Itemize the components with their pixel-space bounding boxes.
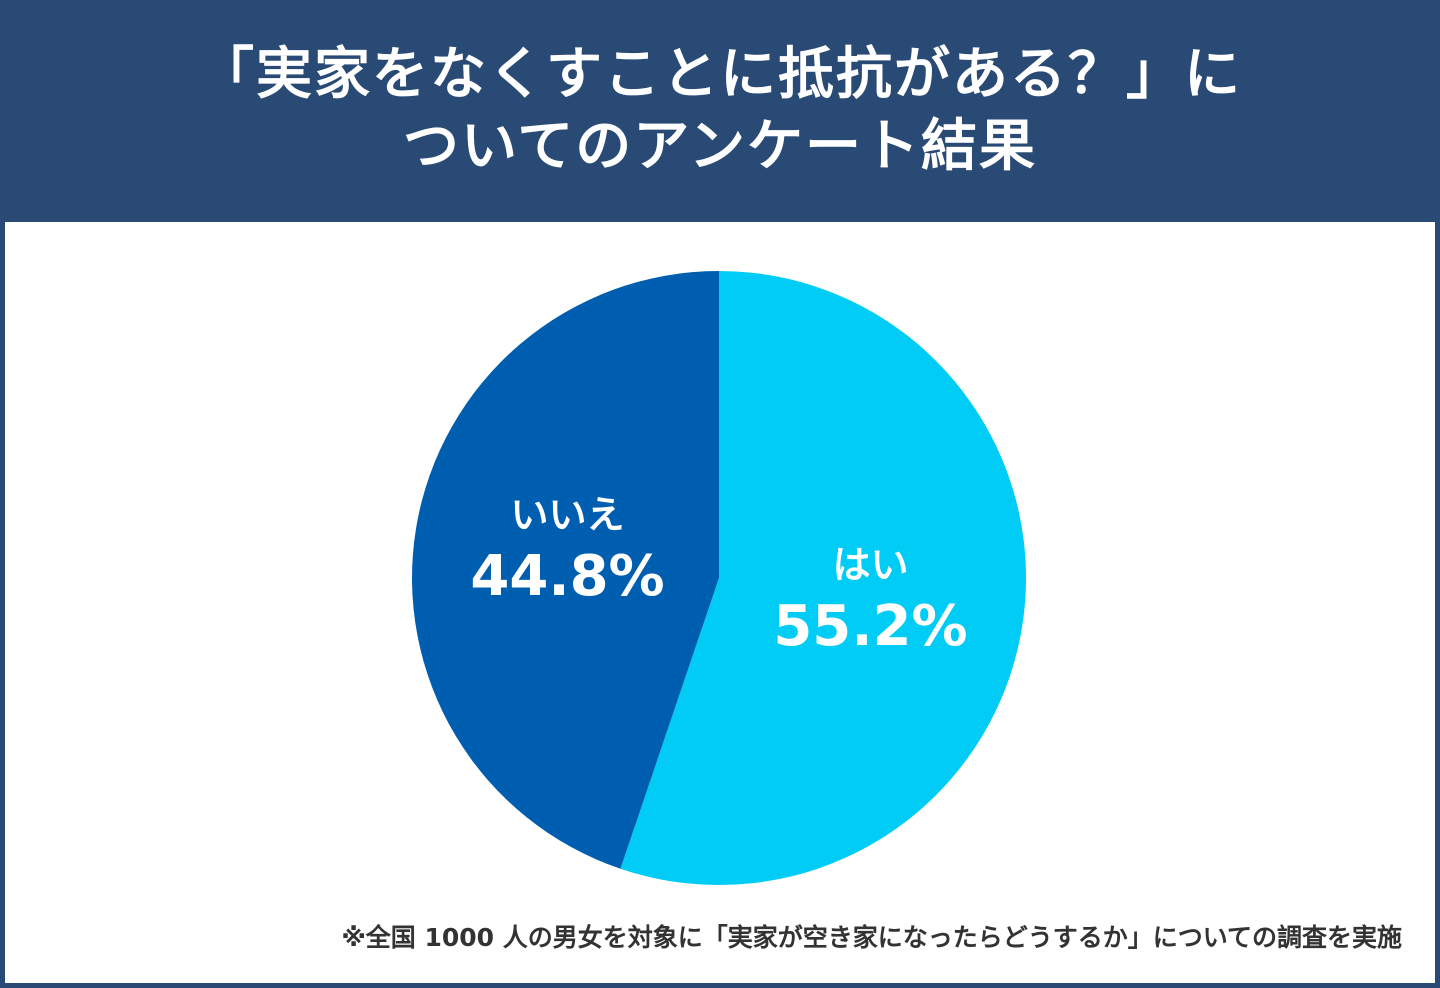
slice-label: いいえ — [511, 493, 625, 537]
pie-slice-yes — [620, 271, 1027, 885]
slice-label: はい — [832, 543, 908, 587]
header: 「実家をなくすことに抵抗がある？」に ついてのアンケート結果 — [0, 0, 1440, 222]
title-line-1: 「実家をなくすことに抵抗がある？」に — [198, 42, 1242, 107]
slice-value-label: 44.8% — [470, 544, 664, 609]
pie-slice-no — [412, 271, 719, 869]
footnote: ※全国 1000 人の男女を対象に「実家が空き家になったらどうするか」についての… — [341, 923, 1402, 952]
slice-value-label: 55.2% — [773, 594, 967, 659]
title-line-2: ついてのアンケート結果 — [402, 114, 1038, 179]
